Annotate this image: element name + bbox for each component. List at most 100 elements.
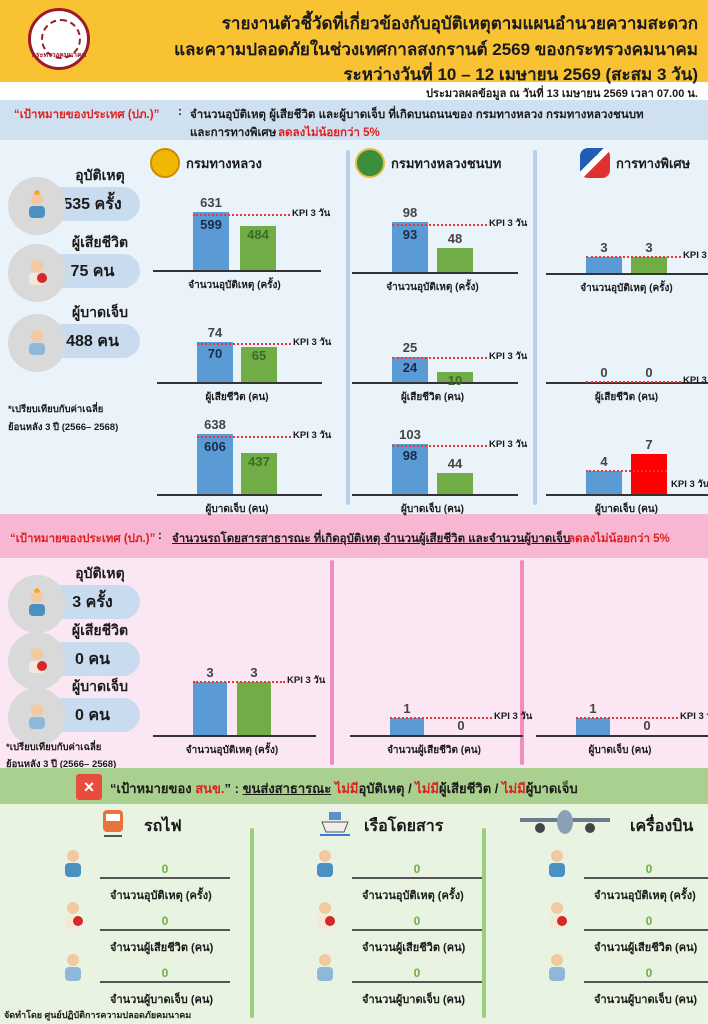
mode-row-value: 0 <box>161 914 169 928</box>
mode-row-line <box>100 929 230 931</box>
current-value-label: 3 <box>250 665 258 680</box>
onsp-section <box>0 804 708 1024</box>
bar-average <box>392 357 428 382</box>
road-goal-band: “เป้าหมายของประเทศ (ปภ.)” : จำนวนอุบัติเ… <box>0 100 708 140</box>
airplane-icon <box>520 808 610 838</box>
kpi-label: KPI 3 วัน <box>683 375 708 386</box>
kpi-label: KPI 3 วัน <box>671 479 708 490</box>
fallen-person-icon <box>8 632 66 690</box>
agency-header-drr: กรมทางหลวงชนบท <box>355 148 501 178</box>
mode-row-value: 0 <box>645 914 653 928</box>
summary-title: ผู้บาดเจ็บ <box>72 304 128 320</box>
injured-person-icon <box>55 950 91 986</box>
mode-row-label: จำนวนอุบัติเหตุ (ครั้ง) <box>110 890 212 902</box>
ship-icon <box>320 808 350 838</box>
car-crash-icon <box>539 846 575 882</box>
car-crash-icon <box>8 575 66 633</box>
fallen-person-icon <box>539 898 575 934</box>
column-divider <box>482 828 486 1018</box>
average-value-label: 3 <box>600 240 608 255</box>
mode-row-label: จำนวนผู้บาดเจ็บ (คน) <box>594 994 698 1006</box>
kpi-line <box>197 436 291 438</box>
fallen-person-icon <box>8 244 66 302</box>
road-goal-label: “เป้าหมายของประเทศ (ปภ.)” <box>14 109 160 121</box>
chart-x-label: ผู้บาดเจ็บ (คน) <box>205 504 269 515</box>
current-value-label: 437 <box>248 453 270 469</box>
chart-x-label: จำนวนอุบัติเหตุ (ครั้ง) <box>580 283 673 294</box>
onsp-goal-band: × “เป้าหมายของ สนข.” : ขนส่งสาธารณะ ไม่ม… <box>0 768 708 804</box>
close-x-icon: × <box>76 774 102 800</box>
average-value-label: 25 <box>402 340 418 355</box>
agency-header-doh: กรมทางหลวง <box>150 148 262 178</box>
kpi-value-label: 24 <box>402 360 418 375</box>
bar-average <box>586 257 622 273</box>
kpi-value-label: 93 <box>402 226 418 242</box>
kpi-line <box>197 343 291 346</box>
injured-person-icon <box>539 950 575 986</box>
injured-person-icon <box>307 950 343 986</box>
kpi-value-label: 606 <box>204 439 226 454</box>
processed-note: ประมวลผลข้อมูล ณ วันที่ 13 เมษายน 2569 เ… <box>426 88 698 100</box>
kpi-line <box>392 223 487 226</box>
mode-name: รถไฟ <box>144 818 182 835</box>
chart-x-label: ผู้เสียชีวิต (คน) <box>400 392 465 403</box>
chart-axis <box>536 735 708 737</box>
kpi-line <box>586 256 681 258</box>
road-goal-text-2: และการทางพิเศษ <box>190 127 277 139</box>
bar-average <box>576 718 610 735</box>
kpi-label: KPI 3 วัน <box>293 337 332 349</box>
bar-current <box>631 453 667 494</box>
kpi-line <box>390 717 492 719</box>
bar-current <box>241 346 277 382</box>
kpi-line <box>392 445 487 448</box>
current-value-label: 44 <box>447 455 463 471</box>
chart-axis <box>352 272 518 274</box>
summary-title: อุบัติเหตุ <box>75 565 125 581</box>
comparison-note-1: *เปรียบเทียบกับค่าเฉลี่ย <box>6 742 102 753</box>
chart-x-label: ผู้บาดเจ็บ (คน) <box>588 745 652 756</box>
current-value-label: 7 <box>645 436 653 452</box>
fallen-person-icon <box>307 898 343 934</box>
mode-row-value: 0 <box>161 966 169 980</box>
public-goal-highlight: ลดลงไม่น้อยกว่า 5% <box>568 533 670 545</box>
mode-row-line <box>100 981 230 983</box>
kpi-line <box>392 357 487 359</box>
summary-title: อุบัติเหตุ <box>75 167 125 183</box>
drr-logo-icon <box>355 148 385 178</box>
kpi-label: KPI 3 วัน <box>680 711 708 722</box>
kpi-label: KPI 3 วัน <box>293 430 332 441</box>
mode-row-value: 0 <box>645 966 653 980</box>
bar-current <box>631 257 667 273</box>
report-title-line-2: และความปลอดภัยในช่วงเทศกาลสงกรานต์ 2569 … <box>174 40 698 59</box>
kpi-label: KPI 3 วัน <box>292 207 331 219</box>
summary-title: ผู้บาดเจ็บ <box>72 678 128 694</box>
chart-axis <box>546 273 708 275</box>
mode-row-line <box>584 877 708 879</box>
average-value-label: 0 <box>600 365 608 380</box>
comparison-note-1: *เปรียบเทียบกับค่าเฉลี่ย <box>8 404 104 415</box>
chart-x-label: ผู้บาดเจ็บ (คน) <box>595 504 658 515</box>
public-goal-colon: : <box>158 530 162 542</box>
mode-row-label: จำนวนผู้บาดเจ็บ (คน) <box>362 994 466 1006</box>
bar-average <box>197 342 233 382</box>
current-value-label: 0 <box>645 365 653 380</box>
chart-axis <box>153 270 321 272</box>
mode-row-value: 0 <box>161 862 169 876</box>
onsp-goal: “เป้าหมายของ สนข.” : ขนส่งสาธารณะ ไม่มีอ… <box>110 781 578 796</box>
report-title-line-3: ระหว่างวันที่ 10 – 12 เมษายน 2569 (สะสม … <box>343 65 699 84</box>
footer-credit: จัดทำโดย ศูนย์ปฏิบัติการความปลอดภัยคมนาค… <box>4 1010 192 1020</box>
kpi-label: KPI 3 วัน <box>489 439 528 451</box>
average-value-label: 1 <box>589 701 597 716</box>
average-value-label: 3 <box>206 665 214 680</box>
kpi-label: KPI 3 วัน <box>489 351 528 362</box>
bar-current <box>241 452 277 494</box>
current-value-label: 0 <box>643 718 651 733</box>
mode-row-label: จำนวนอุบัติเหตุ (ครั้ง) <box>594 890 696 902</box>
mode-row-label: จำนวนผู้เสียชีวิต (คน) <box>362 942 466 954</box>
fallen-person-icon <box>55 898 91 934</box>
bar-current <box>437 472 473 494</box>
average-value-label: 1 <box>403 701 411 716</box>
injured-person-icon <box>8 688 66 746</box>
kpi-line <box>576 717 678 719</box>
bar-current <box>240 225 276 270</box>
